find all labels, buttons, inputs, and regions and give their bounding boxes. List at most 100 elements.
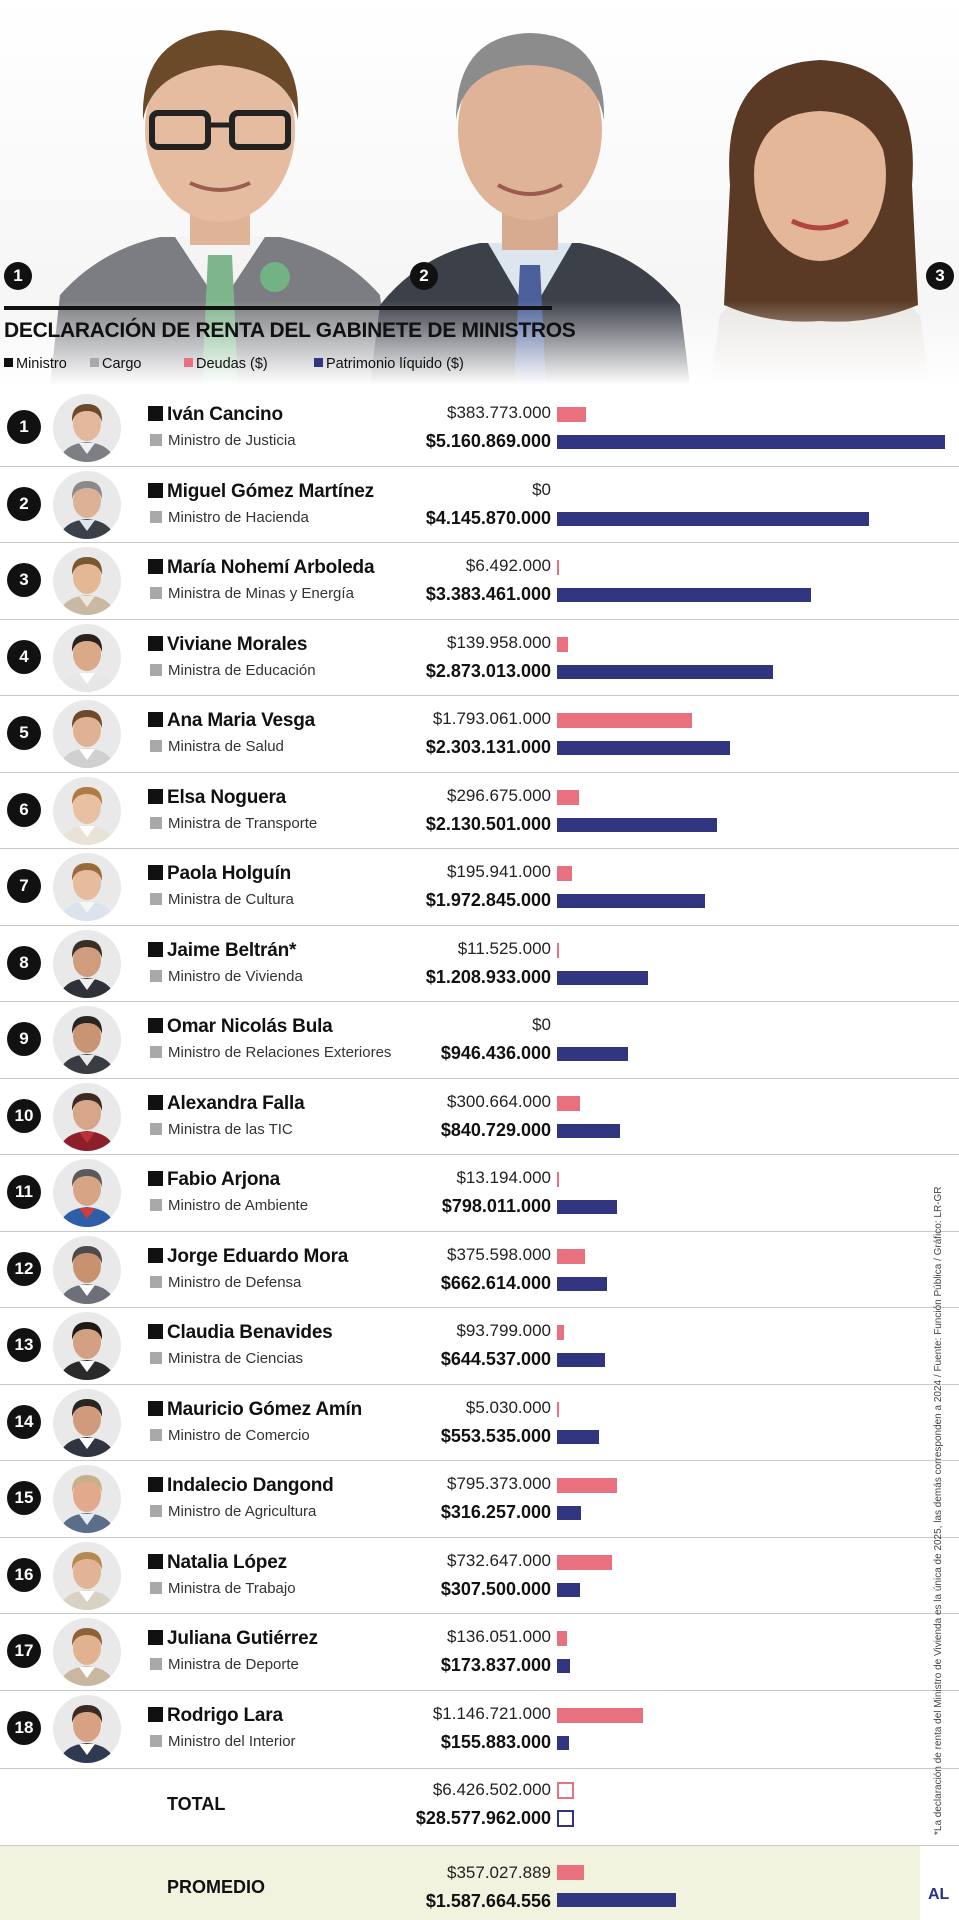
deudas-bar xyxy=(557,1325,565,1340)
rank-badge: 14 xyxy=(7,1404,41,1439)
minister-row: 10 Alexandra Falla Ministra de las TIC $300… xyxy=(0,1077,959,1157)
patrimonio-bar xyxy=(557,970,648,985)
minister-name: Mauricio Gómez Amín xyxy=(148,1399,362,1421)
legend-cargo: Cargo xyxy=(90,356,142,372)
deudas-bar xyxy=(557,1248,586,1264)
legend-ministro: Ministro xyxy=(4,356,67,372)
minister-cargo: Ministra de Deporte xyxy=(150,1656,299,1673)
avatar xyxy=(53,394,121,462)
rank-badge: 6 xyxy=(7,792,41,827)
minister-row: 17 Juliana Gutiérrez Ministra de Deporte $1… xyxy=(0,1613,959,1692)
avatar xyxy=(53,853,121,921)
patrimonio-value: $553.535.000 xyxy=(440,1425,551,1446)
minister-name: Omar Nicolás Bula xyxy=(148,1016,333,1038)
patrimonio-bar xyxy=(557,435,945,449)
avatar xyxy=(53,700,121,768)
minister-row: 11 Fabio Arjona Ministro de Ambiente $13.19… xyxy=(0,1154,959,1233)
total-patrimonio-value: $28.577.962.000 xyxy=(415,1808,551,1828)
patrimonio-value: $3.383.461.000 xyxy=(425,584,551,604)
minister-name: Rodrigo Lara xyxy=(148,1705,283,1727)
minister-row: 1 Iván Cancino Ministro de Justicia $383.77… xyxy=(0,391,959,468)
patrimonio-bar xyxy=(557,1047,629,1061)
patrimonio-bar xyxy=(557,1276,607,1291)
legend-ministro-label: Ministro xyxy=(16,356,67,372)
avatar xyxy=(53,547,121,615)
avatar xyxy=(53,1618,121,1686)
promedio-deudas-bar xyxy=(557,1865,584,1880)
rank-badge: 17 xyxy=(7,1634,41,1668)
deudas-value: $5.030.000 xyxy=(465,1397,551,1417)
patrimonio-bar xyxy=(557,1735,569,1750)
row-divider xyxy=(0,465,959,467)
legend-deudas-swatch xyxy=(184,358,193,367)
deudas-value: $136.051.000 xyxy=(447,1627,551,1646)
row-divider xyxy=(0,1613,959,1614)
minister-row: 14 Mauricio Gómez Amín Ministro de Comerci… xyxy=(0,1383,959,1463)
deudas-bar xyxy=(557,1554,613,1570)
deudas-bar xyxy=(557,407,586,422)
patrimonio-value: $1.208.933.000 xyxy=(425,966,551,987)
patrimonio-value: $173.837.000 xyxy=(440,1655,551,1675)
deudas-bar xyxy=(557,1095,580,1111)
avatar xyxy=(53,1235,121,1304)
total-patrimonio-marker xyxy=(557,1810,574,1827)
legend-patrimonio-swatch xyxy=(314,358,323,367)
legend-ministro-swatch xyxy=(4,358,13,367)
promedio-patrimonio-value: $1.587.664.556 xyxy=(425,1891,551,1911)
legend-deudas: Deudas ($) xyxy=(184,356,268,372)
minister-row: 9 Omar Nicolás Bula Ministro de Relaciones… xyxy=(0,1001,959,1080)
hero-photos: 1 2 3 xyxy=(0,0,959,385)
patrimonio-bar xyxy=(557,1659,571,1673)
deudas-bar xyxy=(557,866,572,881)
row-divider xyxy=(0,1460,959,1461)
patrimonio-value: $644.537.000 xyxy=(440,1349,551,1369)
avatar xyxy=(53,776,121,845)
deudas-value: $0 xyxy=(532,479,551,499)
minister-cargo: Ministro de Relaciones Exteriores xyxy=(150,1044,391,1061)
patrimonio-value: $946.436.000 xyxy=(440,1043,551,1063)
rank-badge: 8 xyxy=(7,945,41,980)
minister-cargo: Ministra de Minas y Energía xyxy=(150,585,354,602)
deudas-bar xyxy=(557,942,559,958)
hero-fade xyxy=(0,300,959,385)
minister-name: Ana Maria Vesga xyxy=(148,710,315,732)
patrimonio-value: $307.500.000 xyxy=(440,1578,551,1599)
legend-cargo-swatch xyxy=(90,358,99,367)
deudas-value: $93.799.000 xyxy=(456,1321,551,1340)
row-divider xyxy=(0,695,959,696)
patrimonio-value: $4.145.870.000 xyxy=(425,507,551,528)
patrimonio-value: $5.160.869.000 xyxy=(425,431,551,451)
patrimonio-bar xyxy=(557,1200,617,1214)
rank-badge: 4 xyxy=(7,639,41,674)
minister-name: Elsa Noguera xyxy=(148,787,286,809)
footnote: *La declaración de renta del Ministro de… xyxy=(933,1186,944,1835)
rank-badge: 10 xyxy=(7,1098,41,1133)
minister-name: Paola Holguín xyxy=(148,863,291,885)
legend-patrimonio-label: Patrimonio líquido ($) xyxy=(326,356,464,372)
deudas-bar xyxy=(557,1478,617,1493)
brand-logo: AL xyxy=(928,1886,950,1903)
legend-patrimonio: Patrimonio líquido ($) xyxy=(314,356,464,372)
row-divider xyxy=(0,771,959,773)
minister-cargo: Ministro de Comercio xyxy=(150,1427,310,1444)
minister-cargo: Ministro de Justicia xyxy=(150,432,296,449)
patrimonio-value: $798.011.000 xyxy=(441,1196,551,1216)
deudas-value: $13.194.000 xyxy=(456,1168,551,1187)
legend-deudas-label: Deudas ($) xyxy=(196,356,268,372)
row-divider xyxy=(0,1154,959,1155)
minister-name: Viviane Morales xyxy=(148,634,307,656)
rank-badge: 3 xyxy=(7,563,41,597)
minister-cargo: Ministro de Hacienda xyxy=(150,509,309,526)
minister-row: 7 Paola Holguín Ministra de Cultura $195.94… xyxy=(0,848,959,927)
deudas-bar xyxy=(557,713,692,728)
patrimonio-bar xyxy=(557,511,869,526)
minister-cargo: Ministra de las TIC xyxy=(150,1121,293,1138)
patrimonio-bar xyxy=(557,1353,606,1367)
rank-badge: 9 xyxy=(7,1022,41,1056)
row-divider xyxy=(0,1077,959,1079)
promedio-row: PROMEDIO $357.027.889 $1.587.664.556 xyxy=(0,1845,959,1920)
rank-badge: 7 xyxy=(7,869,41,903)
total-deudas-marker xyxy=(557,1782,574,1799)
row-divider xyxy=(0,1768,959,1769)
avatar xyxy=(53,623,121,692)
